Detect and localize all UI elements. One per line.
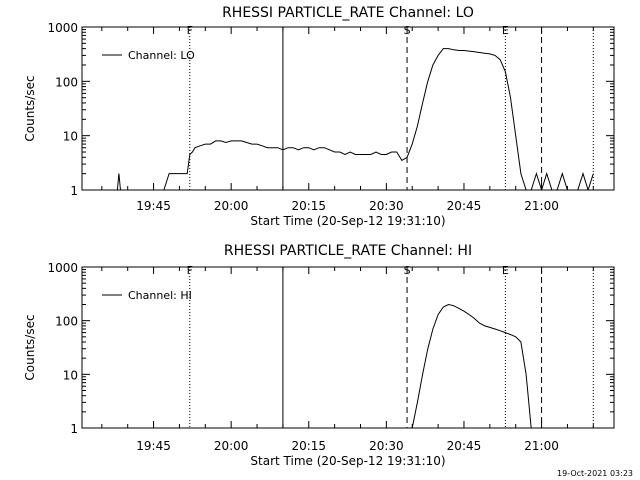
x-axis-label: Start Time (20-Sep-12 19:31:10) bbox=[250, 454, 445, 468]
event-marker-label: F bbox=[187, 264, 193, 277]
x-tick-label: 19:45 bbox=[136, 439, 171, 453]
chart-title: RHESSI PARTICLE_RATE Channel: LO bbox=[222, 5, 474, 21]
x-tick-label: 20:30 bbox=[369, 199, 404, 213]
y-tick-label: 1 bbox=[70, 184, 78, 198]
series-line bbox=[116, 48, 594, 190]
y-tick-label: 1000 bbox=[47, 21, 78, 35]
plot-frame bbox=[81, 26, 615, 191]
y-tick-label: 10 bbox=[63, 368, 78, 382]
legend-label: Channel: LO bbox=[128, 49, 195, 62]
x-tick-label: 20:45 bbox=[447, 199, 482, 213]
x-tick-label: 20:45 bbox=[447, 439, 482, 453]
x-tick-label: 21:00 bbox=[524, 199, 559, 213]
x-tick-label: 20:00 bbox=[214, 439, 249, 453]
y-tick-label: 1000 bbox=[47, 261, 78, 275]
series-line bbox=[411, 303, 532, 428]
x-tick-label: 20:15 bbox=[291, 199, 326, 213]
event-marker-label: S bbox=[404, 24, 411, 37]
event-marker-label: S bbox=[404, 264, 411, 277]
panel-lo: RHESSI PARTICLE_RATE Channel: LO 19:45 20:… bbox=[23, 5, 615, 228]
x-tick-label: 21:00 bbox=[524, 439, 559, 453]
x-tick-label: 20:30 bbox=[369, 439, 404, 453]
x-tick-label: 20:00 bbox=[214, 199, 249, 213]
y-tick-label: 100 bbox=[55, 75, 78, 89]
y-tick-label: 1 bbox=[70, 422, 78, 436]
y-axis-label: Counts/sec bbox=[23, 75, 37, 141]
legend-label: Channel: HI bbox=[128, 289, 192, 302]
event-marker-label: E bbox=[502, 264, 509, 277]
x-tick-label: 20:15 bbox=[291, 439, 326, 453]
y-tick-label: 100 bbox=[55, 315, 78, 329]
chart-title: RHESSI PARTICLE_RATE Channel: HI bbox=[224, 243, 472, 259]
x-tick-label: 19:45 bbox=[136, 199, 171, 213]
y-axis-label: Counts/sec bbox=[23, 314, 37, 380]
event-marker-label: F bbox=[187, 24, 193, 37]
plot-frame bbox=[81, 266, 615, 429]
timestamp: 19-Oct-2021 03:23 bbox=[557, 469, 633, 478]
event-marker-label: E bbox=[502, 24, 509, 37]
y-tick-label: 10 bbox=[63, 130, 78, 144]
x-axis-label: Start Time (20-Sep-12 19:31:10) bbox=[250, 214, 445, 228]
panel-hi: RHESSI PARTICLE_RATE Channel: HI 19:45 20:… bbox=[23, 243, 615, 468]
